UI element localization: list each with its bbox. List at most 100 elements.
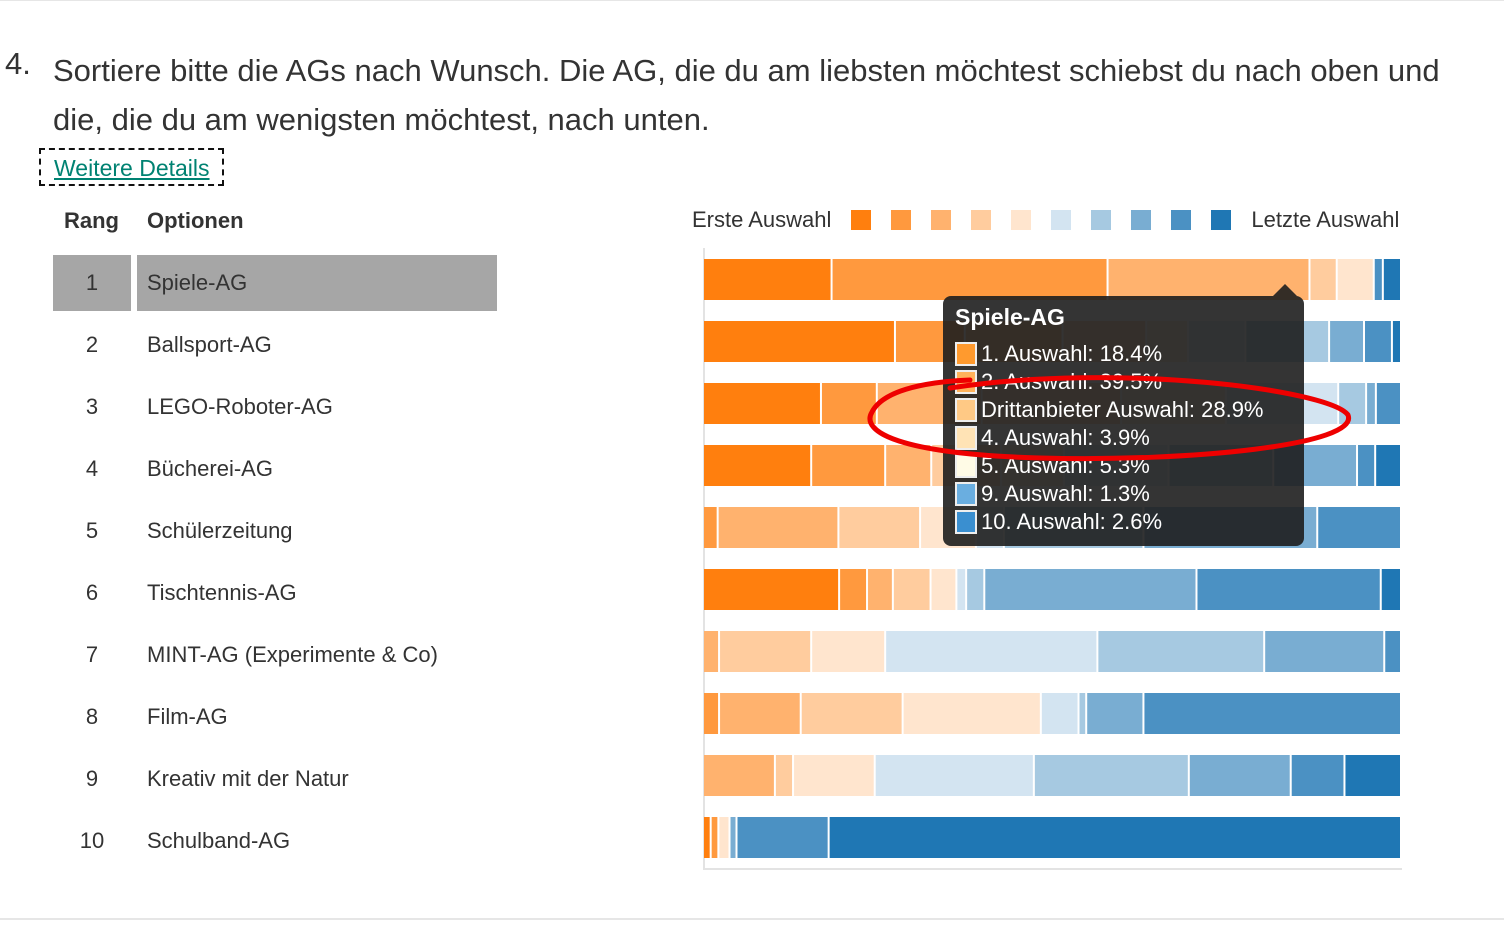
option-cell: Bücherei-AG <box>147 456 273 481</box>
bar-segment-rank-3[interactable] <box>704 755 774 796</box>
bar-segment-rank-1[interactable] <box>704 321 894 362</box>
bar-segment-rank-2[interactable] <box>704 507 717 548</box>
bar-segment-rank-5[interactable] <box>931 569 956 610</box>
bar-segment-rank-9[interactable] <box>1291 755 1344 796</box>
bar-segment-rank-8[interactable] <box>985 569 1196 610</box>
bar-segment-rank-7[interactable] <box>1339 383 1366 424</box>
legend-swatch-3 <box>931 210 952 230</box>
tooltip-swatch <box>955 510 977 534</box>
bar-segment-rank-8[interactable] <box>1189 755 1290 796</box>
question-text: Sortiere bitte die AGs nach Wunsch. Die … <box>53 53 1440 137</box>
bar-segment-rank-4[interactable] <box>1310 259 1336 300</box>
tooltip-swatch <box>955 482 977 506</box>
rank-cell: 8 <box>85 704 99 729</box>
bar-segment-rank-9[interactable] <box>1318 507 1400 548</box>
bar-segment-rank-5[interactable] <box>1337 259 1373 300</box>
rank-cell: 2 <box>85 332 99 357</box>
table-row[interactable]: 8 Film-AG <box>53 689 497 745</box>
tooltip-title: Spiele-AG <box>955 304 1065 330</box>
bar-segment-rank-10[interactable] <box>1381 569 1400 610</box>
bar-segment-rank-3[interactable] <box>886 445 931 486</box>
table-row[interactable]: 4 Bücherei-AG <box>53 441 497 497</box>
bar-segment-rank-6[interactable] <box>957 569 966 610</box>
bar-segment-rank-2[interactable] <box>812 445 885 486</box>
table-row[interactable]: 9 Kreativ mit der Natur <box>53 751 497 807</box>
table-row[interactable]: 7 MINT-AG (Experimente & Co) <box>53 627 497 683</box>
table-row[interactable]: 10 Schulband-AG <box>53 813 497 869</box>
bar-segment-rank-7[interactable] <box>1079 693 1086 734</box>
bar-segment-rank-3[interactable] <box>704 631 719 672</box>
bar-segment-rank-9[interactable] <box>1358 445 1375 486</box>
bar-segment-rank-10[interactable] <box>1392 321 1400 362</box>
bar-segment-rank-1[interactable] <box>704 445 811 486</box>
tooltip-label: 10. Auswahl: 2.6% <box>981 509 1163 534</box>
legend-swatch-9 <box>1171 210 1192 230</box>
bar-segment-rank-1[interactable] <box>704 817 710 858</box>
bar-segment-rank-5[interactable] <box>903 693 1040 734</box>
bar-segment-rank-8[interactable] <box>1330 321 1364 362</box>
bar-segment-rank-7[interactable] <box>967 569 984 610</box>
bar-segment-rank-5[interactable] <box>794 755 874 796</box>
option-cell: MINT-AG (Experimente & Co) <box>147 642 438 667</box>
rank-cell: 5 <box>85 518 99 543</box>
chart-legend: Erste Auswahl Letzte Auswahl <box>692 206 1399 234</box>
bar-segment-rank-10[interactable] <box>1345 755 1400 796</box>
red-ellipse-annotation <box>867 375 1351 462</box>
table-row[interactable]: 1 Spiele-AG <box>53 255 497 311</box>
bar-segment-rank-2[interactable] <box>821 383 876 424</box>
bar-segment-rank-3[interactable] <box>718 507 838 548</box>
bar-segment-rank-1[interactable] <box>704 259 831 300</box>
bar-segment-rank-6[interactable] <box>1041 693 1078 734</box>
bar-segment-rank-8[interactable] <box>1087 693 1143 734</box>
legend-swatches <box>851 210 1251 230</box>
bar-segment-rank-10[interactable] <box>1383 259 1400 300</box>
legend-swatch-8 <box>1131 210 1152 230</box>
legend-start-label: Erste Auswahl <box>692 207 832 232</box>
bar-segment-rank-4[interactable] <box>839 507 920 548</box>
bar-segment-rank-10[interactable] <box>1376 445 1400 486</box>
bar-segment-rank-6[interactable] <box>875 755 1033 796</box>
bar-segment-rank-5[interactable] <box>812 631 885 672</box>
bar-segment-rank-8[interactable] <box>1265 631 1384 672</box>
bar-segment-rank-2[interactable] <box>840 569 867 610</box>
bar-segment-rank-4[interactable] <box>801 693 902 734</box>
tooltip-line: 4. Auswahl: 3.9% <box>955 424 1150 452</box>
bar-segment-rank-7[interactable] <box>1034 755 1188 796</box>
bar-segment-rank-9[interactable] <box>1144 693 1400 734</box>
bar-segment-rank-2[interactable] <box>832 259 1107 300</box>
bar-segment-rank-4[interactable] <box>775 755 793 796</box>
bottom-divider <box>0 918 1504 920</box>
rank-header: Rang <box>64 208 119 233</box>
bar-segment-rank-8[interactable] <box>1367 383 1375 424</box>
bar-segment-rank-5[interactable] <box>719 817 729 858</box>
bar-segment-rank-2[interactable] <box>711 817 718 858</box>
table-row[interactable]: 6 Tischtennis-AG <box>53 565 497 621</box>
tooltip-line: 1. Auswahl: 18.4% <box>955 340 1162 368</box>
bar-segment-rank-6[interactable] <box>886 631 1097 672</box>
bar-segment-rank-4[interactable] <box>893 569 930 610</box>
bar-segment-rank-9[interactable] <box>1376 383 1400 424</box>
option-cell: LEGO-Roboter-AG <box>147 394 333 419</box>
bar-segment-rank-8[interactable] <box>730 817 736 858</box>
bar-segment-rank-9[interactable] <box>1365 321 1391 362</box>
table-row[interactable]: 2 Ballsport-AG <box>53 317 497 373</box>
bar-segment-rank-7[interactable] <box>1098 631 1264 672</box>
bar-segment-rank-9[interactable] <box>1385 631 1400 672</box>
bar-segment-rank-1[interactable] <box>704 383 820 424</box>
bar-segment-rank-9[interactable] <box>737 817 828 858</box>
bar-segment-rank-1[interactable] <box>704 569 839 610</box>
bar-segment-rank-9[interactable] <box>1197 569 1380 610</box>
bar-segment-rank-3[interactable] <box>868 569 892 610</box>
table-row[interactable]: 5 Schülerzeitung <box>53 503 497 559</box>
table-row[interactable]: 3 LEGO-Roboter-AG <box>53 379 497 435</box>
bar-segment-rank-4[interactable] <box>720 631 811 672</box>
bar-segment-rank-10[interactable] <box>829 817 1400 858</box>
bar-segment-rank-2[interactable] <box>704 693 719 734</box>
option-cell: Kreativ mit der Natur <box>147 766 349 791</box>
details-link[interactable]: Weitere Details <box>39 148 224 186</box>
legend-swatch-5 <box>1011 210 1032 230</box>
rank-cell: 7 <box>85 642 99 667</box>
bar-segment-rank-9[interactable] <box>1374 259 1382 300</box>
options-header: Optionen <box>147 208 244 233</box>
bar-segment-rank-3[interactable] <box>720 693 800 734</box>
